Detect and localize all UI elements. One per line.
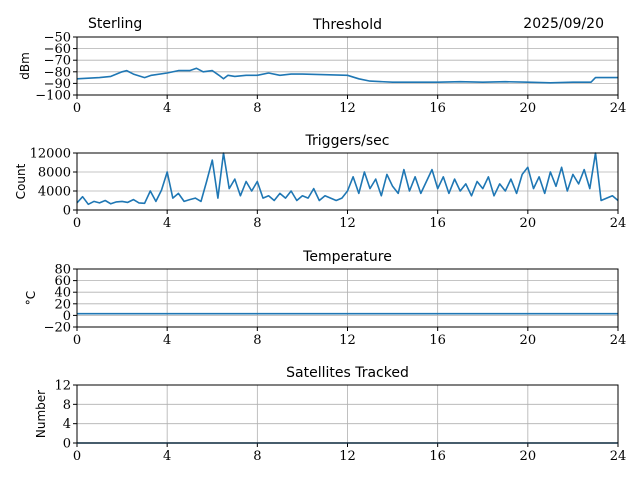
y-tick-label: 4 bbox=[63, 417, 71, 432]
x-tick-label: 20 bbox=[520, 216, 537, 231]
x-tick-label: 16 bbox=[429, 101, 446, 116]
series-line bbox=[76, 152, 619, 206]
y-tick-label: 80 bbox=[54, 263, 71, 278]
y-tick-label: 12 bbox=[54, 379, 71, 394]
x-tick-label: 20 bbox=[520, 101, 537, 116]
y-tick-label: 0 bbox=[63, 437, 71, 452]
x-tick-label: 8 bbox=[253, 101, 261, 116]
y-tick-label: −90 bbox=[44, 77, 71, 92]
x-tick-label: 24 bbox=[610, 101, 627, 116]
subplot-3: Satellites Tracked Number 0 4 8 12 16 20 24 12 8 4 0 bbox=[34, 365, 626, 464]
x-tick-label: 12 bbox=[339, 449, 356, 464]
x-tick-label: 24 bbox=[610, 216, 627, 231]
x-tick-label: 0 bbox=[73, 101, 81, 116]
y-tick-label: −60 bbox=[44, 42, 71, 57]
subplot-title: Temperature bbox=[302, 249, 392, 265]
y-tick-label: 4000 bbox=[38, 185, 71, 200]
date-label: 2025/09/20 bbox=[523, 16, 604, 32]
x-tick-label: 24 bbox=[610, 449, 627, 464]
x-tick-label: 8 bbox=[253, 216, 261, 231]
y-tick-label: −80 bbox=[44, 65, 71, 80]
y-tick-label: 0 bbox=[63, 309, 71, 324]
x-tick-label: 4 bbox=[163, 101, 171, 116]
y-axis-label: dBm bbox=[18, 52, 32, 80]
series-line bbox=[76, 67, 618, 84]
axes-frame bbox=[76, 36, 619, 96]
y-tick-label: 0 bbox=[63, 204, 71, 219]
x-tick-label: 16 bbox=[429, 216, 446, 231]
y-tick-label: 8000 bbox=[38, 166, 71, 181]
y-tick-label: 40 bbox=[54, 286, 71, 301]
y-axis-label: Count bbox=[14, 163, 28, 199]
x-tick-label: 0 bbox=[73, 449, 81, 464]
x-tick-label: 12 bbox=[339, 333, 356, 348]
subplot-title: Triggers/sec bbox=[305, 133, 390, 149]
x-tick-label: 24 bbox=[610, 333, 627, 348]
x-tick-label: 12 bbox=[339, 216, 356, 231]
y-tick-label: −70 bbox=[44, 54, 71, 69]
x-tick-label: 0 bbox=[73, 333, 81, 348]
x-tick-label: 4 bbox=[163, 333, 171, 348]
subplot-title: Satellites Tracked bbox=[286, 365, 409, 381]
x-tick-label: 8 bbox=[253, 333, 261, 348]
x-tick-label: 16 bbox=[429, 449, 446, 464]
site-label: Sterling bbox=[88, 16, 142, 32]
x-tick-label: 20 bbox=[520, 449, 537, 464]
x-tick-label: 0 bbox=[73, 216, 81, 231]
y-axis-label: Number bbox=[34, 390, 48, 438]
subplot-1: Triggers/sec Count 0 4 8 12 16 20 24 12000 8000 400… bbox=[14, 133, 626, 231]
subplot-title: Threshold bbox=[312, 17, 382, 33]
y-tick-label: −100 bbox=[35, 89, 71, 104]
x-tick-label: 20 bbox=[520, 333, 537, 348]
axes-frame bbox=[76, 268, 619, 328]
y-tick-label: 12000 bbox=[30, 147, 71, 162]
axes-frame bbox=[76, 384, 619, 444]
axes-frame bbox=[76, 152, 619, 211]
y-tick-label: 60 bbox=[54, 274, 71, 289]
y-tick-label: −50 bbox=[44, 31, 71, 46]
x-tick-label: 16 bbox=[429, 333, 446, 348]
x-tick-label: 8 bbox=[253, 449, 261, 464]
y-tick-label: 8 bbox=[63, 398, 71, 413]
y-axis-label: °C bbox=[24, 291, 38, 305]
x-tick-label: 4 bbox=[163, 449, 171, 464]
subplot-0: Threshold dBm 0 4 8 12 16 20 24 −50−60−70−80−90−1… bbox=[18, 17, 626, 116]
x-tick-label: 4 bbox=[163, 216, 171, 231]
x-tick-label: 12 bbox=[339, 101, 356, 116]
y-tick-label: −20 bbox=[44, 321, 71, 336]
y-tick-label: 20 bbox=[54, 297, 71, 312]
